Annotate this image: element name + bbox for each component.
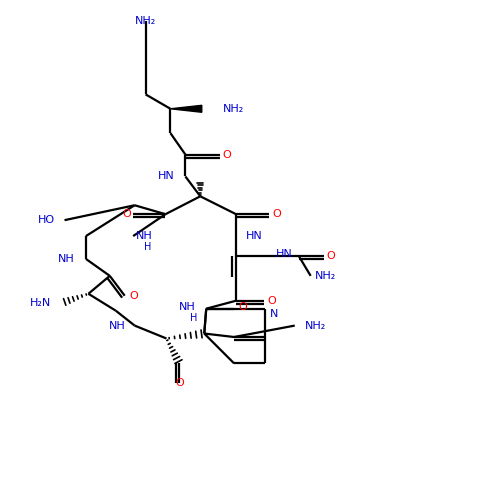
Text: NH: NH	[109, 320, 126, 330]
Text: H: H	[190, 312, 198, 322]
Text: NH: NH	[58, 254, 75, 264]
Text: NH: NH	[178, 302, 196, 312]
Text: HN: HN	[276, 249, 292, 259]
Text: O: O	[272, 209, 280, 219]
Text: H₂N: H₂N	[30, 298, 51, 308]
Text: NH₂: NH₂	[314, 271, 336, 281]
Text: O: O	[130, 290, 138, 300]
Text: O: O	[122, 209, 130, 219]
Text: H: H	[144, 242, 152, 252]
Text: NH₂: NH₂	[135, 16, 156, 26]
Text: O: O	[175, 378, 184, 388]
Text: NH₂: NH₂	[222, 104, 244, 114]
Text: O: O	[326, 251, 336, 261]
Text: O: O	[238, 302, 247, 312]
Text: O: O	[267, 296, 276, 306]
Text: HO: HO	[38, 215, 54, 225]
Text: HN: HN	[158, 172, 174, 181]
Polygon shape	[170, 106, 202, 112]
Text: N: N	[270, 308, 278, 318]
Text: NH₂: NH₂	[304, 320, 326, 330]
Text: O: O	[222, 150, 232, 160]
Text: HN: HN	[246, 231, 263, 241]
Text: NH: NH	[136, 231, 152, 241]
